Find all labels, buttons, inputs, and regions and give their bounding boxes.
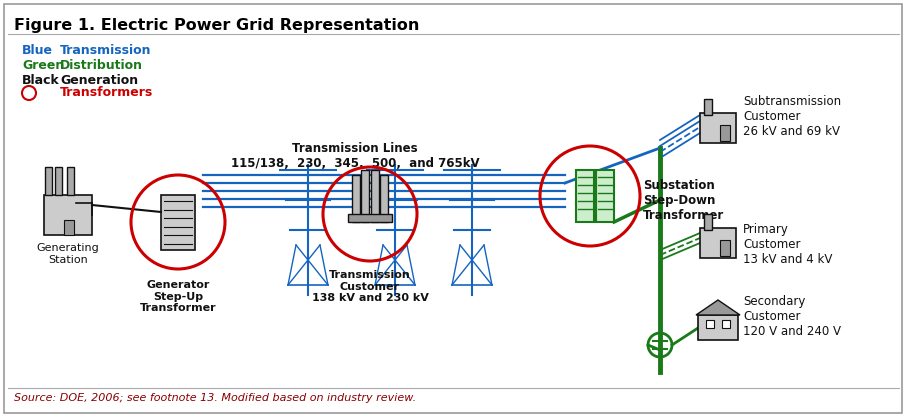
Bar xyxy=(64,220,74,235)
Bar xyxy=(348,214,392,222)
Bar xyxy=(371,169,379,222)
Bar xyxy=(704,99,712,115)
Text: Green: Green xyxy=(22,59,64,72)
Text: Transmission Lines
115/138,  230,  345,  500,  and 765kV: Transmission Lines 115/138, 230, 345, 50… xyxy=(230,142,479,170)
Text: Transformers: Transformers xyxy=(60,86,153,99)
Text: Figure 1. Electric Power Grid Representation: Figure 1. Electric Power Grid Representa… xyxy=(14,18,419,33)
Text: Primary
Customer
13 kV and 4 kV: Primary Customer 13 kV and 4 kV xyxy=(743,223,833,266)
Text: Secondary
Customer
120 V and 240 V: Secondary Customer 120 V and 240 V xyxy=(743,295,841,338)
Bar xyxy=(576,170,594,222)
Bar xyxy=(720,240,730,256)
Text: Black: Black xyxy=(22,74,60,87)
Text: Source: DOE, 2006; see footnote 13. Modified based on industry review.: Source: DOE, 2006; see footnote 13. Modi… xyxy=(14,393,416,403)
Text: Generating
Station: Generating Station xyxy=(36,243,100,265)
Polygon shape xyxy=(696,300,740,315)
Text: Transmission
Customer
138 kV and 230 kV: Transmission Customer 138 kV and 230 kV xyxy=(312,270,428,303)
Text: Subtransmission
Customer
26 kV and 69 kV: Subtransmission Customer 26 kV and 69 kV xyxy=(743,95,841,138)
Bar xyxy=(361,169,369,222)
Bar xyxy=(700,113,736,143)
Text: Substation
Step-Down
Transformer: Substation Step-Down Transformer xyxy=(643,178,725,221)
Bar xyxy=(700,228,736,258)
Bar xyxy=(596,170,614,222)
Bar xyxy=(698,315,738,340)
Text: Generator
Step-Up
Transformer: Generator Step-Up Transformer xyxy=(140,280,216,313)
Text: Generation: Generation xyxy=(60,74,138,87)
Bar xyxy=(67,167,74,195)
Text: Transmission: Transmission xyxy=(60,44,151,57)
Text: Blue: Blue xyxy=(22,44,53,57)
Bar xyxy=(704,214,712,230)
Bar xyxy=(44,195,92,235)
Bar xyxy=(352,174,360,222)
Bar xyxy=(722,320,730,328)
Bar xyxy=(380,174,388,222)
Text: Distribution: Distribution xyxy=(60,59,143,72)
Bar xyxy=(720,125,730,141)
Bar xyxy=(706,320,714,328)
Bar xyxy=(55,167,62,195)
Bar xyxy=(161,195,195,250)
Bar xyxy=(45,167,52,195)
